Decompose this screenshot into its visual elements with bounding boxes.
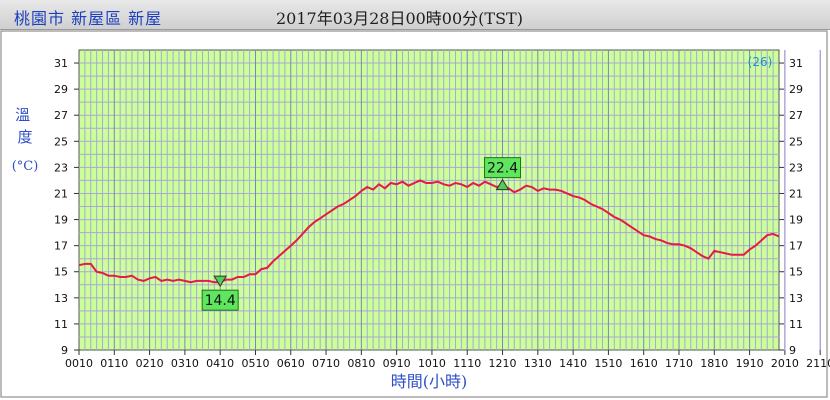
y-tick-label-left: 15	[54, 266, 68, 279]
max-value-badge	[484, 157, 522, 179]
y-tick-label-right: 9	[789, 344, 796, 357]
title-bar: 桃園市 新屋區 新屋 2017年03月28日00時00分(TST)	[0, 0, 830, 30]
x-tick-label: 0110	[100, 357, 128, 370]
x-tick-label: 0710	[312, 357, 340, 370]
y-tick-label-left: 25	[54, 135, 68, 148]
corner-badge: (26)	[748, 55, 773, 69]
y-tick-label-right: 31	[789, 57, 803, 70]
y-tick-label-right: 15	[789, 266, 803, 279]
y-tick-label-right: 11	[789, 318, 803, 331]
x-tick-label: 1810	[700, 357, 728, 370]
x-tick-label: 1210	[489, 357, 517, 370]
y-tick-label-left: 27	[54, 109, 68, 122]
x-tick-label: 0810	[347, 357, 375, 370]
x-tick-label: 0310	[171, 357, 199, 370]
x-tick-label: 0510	[241, 357, 269, 370]
y-tick-label-right: 21	[789, 187, 803, 200]
x-tick-label: 0610	[277, 357, 305, 370]
observation-datetime: 2017年03月28日00時00分(TST)	[276, 9, 523, 28]
y-tick-label-left: 29	[54, 83, 68, 96]
y-tick-label-left: 31	[54, 57, 68, 70]
x-tick-label: 1610	[630, 357, 658, 370]
station-location: 桃園市 新屋區 新屋	[14, 9, 163, 28]
x-tick-label: 1710	[665, 357, 693, 370]
y-tick-label-left: 21	[54, 187, 68, 200]
y-tick-label-right: 27	[789, 109, 803, 122]
x-tick-label: 2010	[771, 357, 799, 370]
y-tick-label-left: 13	[54, 292, 68, 305]
plot-area	[78, 49, 780, 351]
x-tick-label: 1510	[594, 357, 622, 370]
x-tick-label: 1910	[736, 357, 764, 370]
y-tick-label-right: 25	[789, 135, 803, 148]
y-tick-label-left: 11	[54, 318, 68, 331]
x-tick-label: 0910	[383, 357, 411, 370]
x-tick-label: 0010	[65, 357, 93, 370]
x-tick-label: 1110	[453, 357, 481, 370]
y-tick-label-right: 17	[789, 240, 803, 253]
x-tick-label: 1010	[418, 357, 446, 370]
y-tick-label-right: 13	[789, 292, 803, 305]
y-axis-label-char: 溫	[15, 106, 30, 124]
max-marker	[495, 178, 510, 191]
x-tick-label: 1310	[524, 357, 552, 370]
x-tick-label: 1410	[559, 357, 587, 370]
y-tick-label-left: 9	[61, 344, 68, 357]
y-axis-label-char: 度	[17, 128, 32, 146]
axes: 9 9 11 11 13 13 15 15 17 17 19 19 21 21 23 23 25 25 27 27 29…	[54, 57, 830, 370]
annotations: 14.4 22.4	[201, 157, 522, 311]
y-tick-label-right: 23	[789, 161, 803, 174]
series-line	[78, 179, 780, 284]
y-tick-label-right: 29	[789, 83, 803, 96]
x-axis-label: 時間(小時)	[391, 372, 468, 391]
max-value-label: 22.4	[487, 161, 518, 177]
temperature-chart: 9 9 11 11 13 13 15 15 17 17 19 19 21 21 23 23 25 25 27 27 29…	[0, 30, 830, 398]
grid	[79, 50, 821, 350]
x-tick-label: 0210	[136, 357, 164, 370]
y-tick-label-left: 23	[54, 161, 68, 174]
y-tick-label-left: 19	[54, 214, 68, 227]
y-axis-label: 溫 度	[15, 106, 35, 146]
x-tick-label: 0410	[206, 357, 234, 370]
min-value-label: 14.4	[205, 293, 236, 309]
min-marker	[213, 275, 228, 288]
y-tick-label-right: 19	[789, 214, 803, 227]
y-tick-label-left: 17	[54, 240, 68, 253]
x-tick-label: 2110	[806, 357, 830, 370]
min-value-badge	[201, 289, 239, 311]
y-axis-unit: (°C)	[12, 159, 39, 174]
